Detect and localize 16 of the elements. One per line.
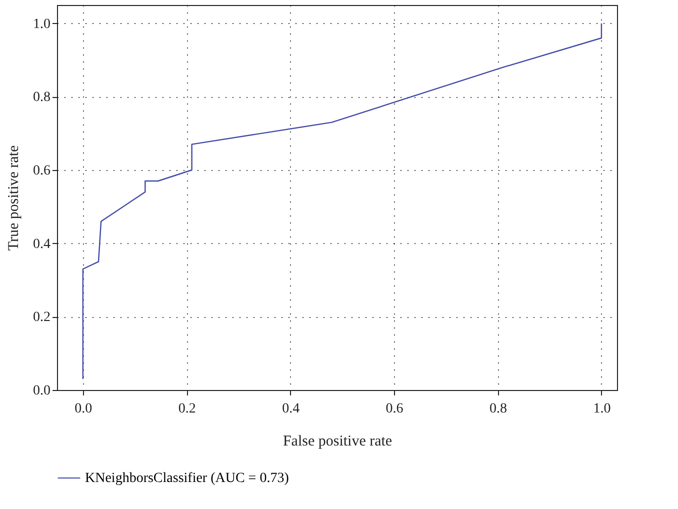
x-tick-label: 0.0 [74, 402, 92, 416]
x-tick-label: 0.4 [282, 402, 300, 416]
y-tick-label: 0.2 [33, 310, 50, 326]
x-tick-label: 0.2 [178, 402, 196, 416]
y-tick-label: 0.8 [33, 90, 50, 106]
y-tick-label: 0.6 [33, 164, 50, 178]
y-tick-label: 0.0 [33, 384, 50, 398]
x-tick-label: 0.8 [489, 402, 507, 416]
y-axis-title: True positive rate [6, 145, 22, 251]
x-axis-title: False positive rate [282, 434, 392, 450]
legend-label: KNeighborsClassifier (AUC = 0.73) [85, 471, 290, 486]
y-tick-label: 0.4 [33, 236, 50, 252]
line-series [82, 22, 602, 380]
x-tick-label: 1.0 [593, 402, 611, 416]
y-tick-label: 1.0 [33, 16, 50, 32]
x-tick-label: 0.6 [386, 402, 404, 416]
